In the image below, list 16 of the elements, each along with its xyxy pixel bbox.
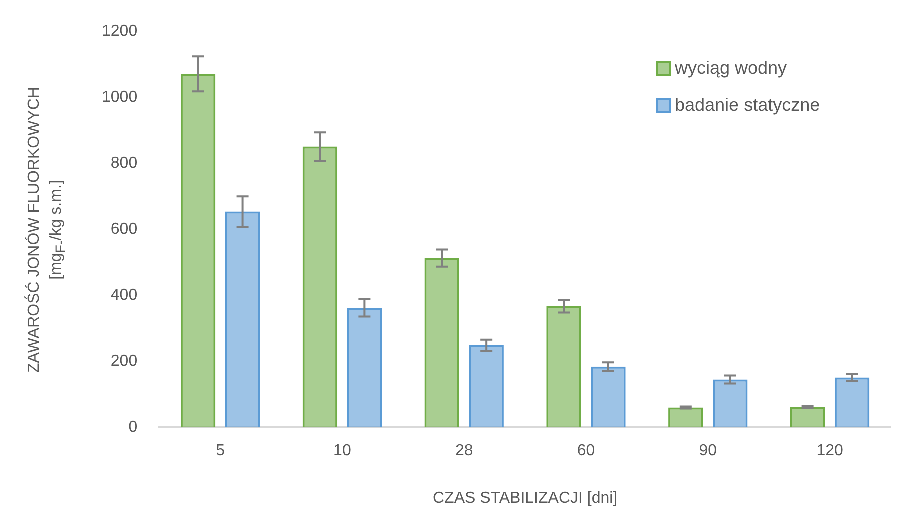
- legend-label: badanie statyczne: [675, 95, 820, 116]
- y-tick-label: 400: [110, 287, 138, 304]
- x-axis-title: CZAS STABILIZACJI [dni]: [432, 490, 618, 507]
- y-tick-label: 1000: [102, 89, 138, 106]
- y-tick-label: 0: [128, 419, 138, 436]
- y-tick-label: 800: [110, 155, 138, 172]
- y-tick-label: 600: [110, 221, 138, 238]
- y-tick-label: 1200: [102, 23, 138, 40]
- x-tick-label: 120: [816, 442, 844, 460]
- legend-label: wyciąg wodny: [675, 58, 788, 79]
- x-tick-label: 5: [216, 442, 226, 460]
- x-tick-label: 28: [455, 442, 474, 460]
- x-tick-label: 90: [699, 442, 718, 460]
- x-tick-label: 10: [334, 442, 352, 460]
- x-tick-label: 60: [577, 442, 596, 460]
- y-tick-label: 200: [110, 353, 138, 370]
